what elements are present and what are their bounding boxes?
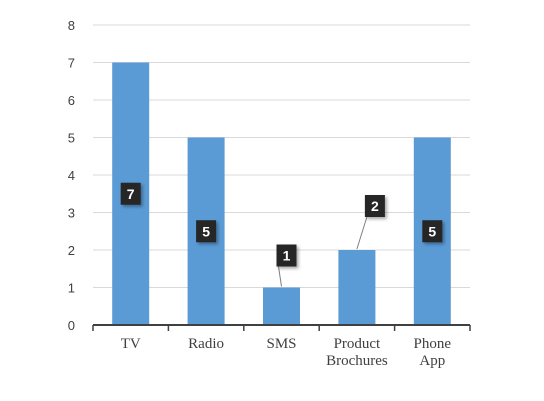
y-tick-label: 2: [68, 243, 75, 258]
y-tick-label: 5: [68, 131, 75, 146]
leader-line: [356, 216, 368, 250]
data-label-box: [276, 244, 297, 267]
data-label: 7: [127, 186, 135, 202]
data-label: 1: [283, 248, 291, 264]
bar: [263, 287, 300, 325]
y-tick-label: 8: [68, 18, 75, 33]
y-tick-label: 3: [68, 206, 75, 221]
x-tick-label: Product: [334, 336, 381, 352]
bar: [338, 250, 376, 325]
y-tick-label: 1: [68, 281, 75, 296]
data-label: 5: [202, 223, 210, 239]
x-tick-label: App: [419, 353, 445, 369]
data-label: 5: [428, 223, 436, 239]
data-label-box: [120, 182, 141, 205]
gridlines: [93, 24, 470, 288]
x-tick-label: TV: [121, 336, 141, 352]
x-tick-label: Radio: [188, 336, 224, 352]
data-labels: 7 5 1 2 5: [120, 182, 443, 287]
y-tick-label: 0: [68, 318, 75, 333]
leader-line: [278, 266, 282, 287]
y-tick-labels: 0 1 2 3 4 5 6 7 8: [68, 18, 75, 333]
data-label-box: [422, 220, 443, 243]
data-label-box: [364, 195, 385, 217]
x-tick-label: SMS: [266, 336, 296, 352]
y-tick-label: 6: [68, 93, 75, 108]
x-tick-label: Brochures: [326, 353, 388, 369]
data-label-box: [196, 220, 217, 243]
x-tick-label: Phone: [414, 336, 452, 352]
data-label: 2: [371, 198, 379, 214]
y-tick-label: 4: [68, 168, 75, 183]
y-tick-label: 7: [68, 56, 75, 71]
axes: [92, 324, 471, 331]
